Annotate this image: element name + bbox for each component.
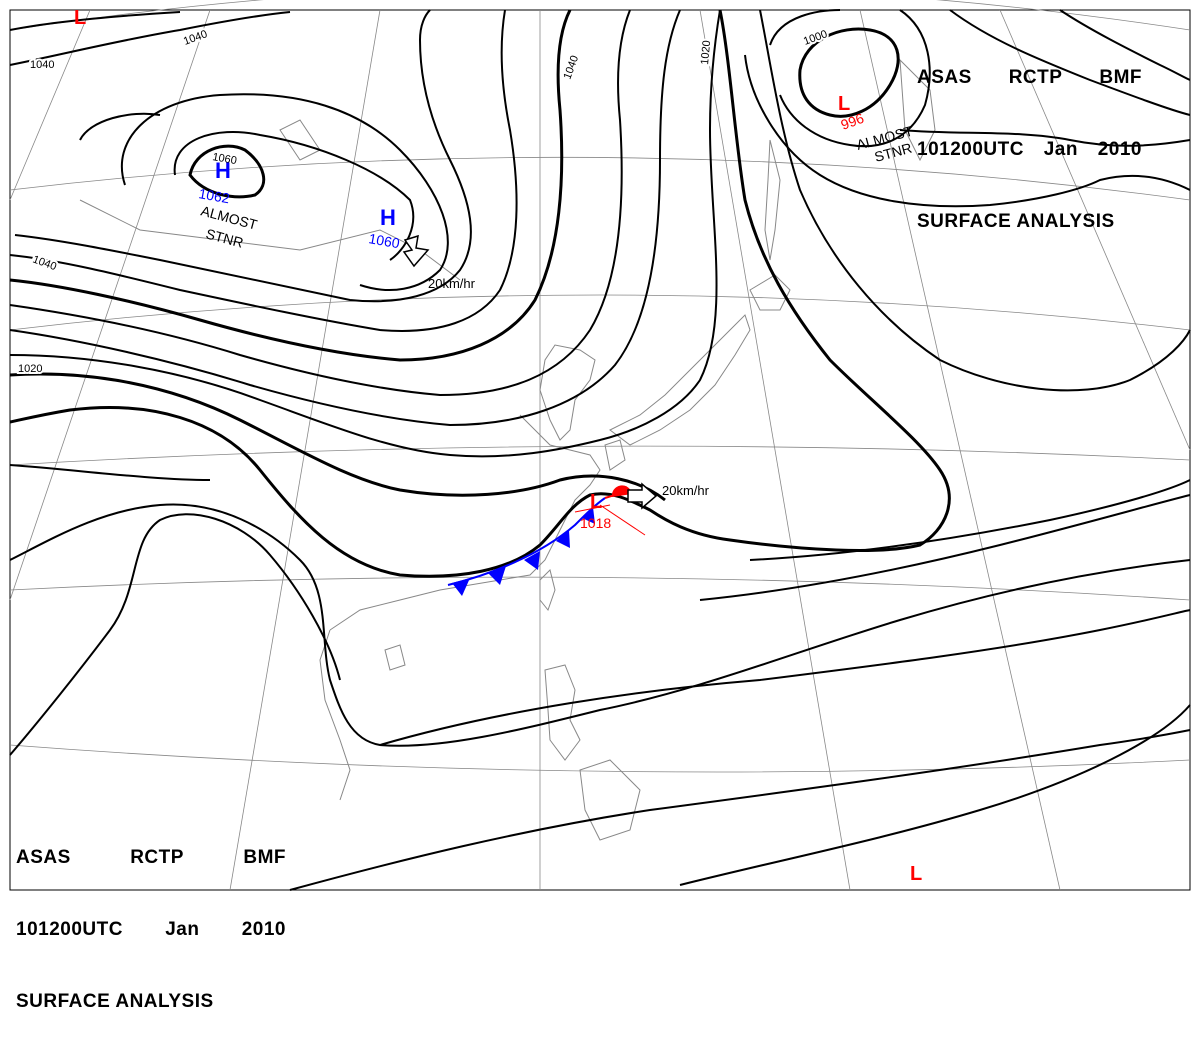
isobar-b3 [9, 9, 631, 397]
isobar-d1 [759, 9, 1191, 392]
header-bottom-left: ASAS RCTP BMF 101200UTC Jan 2010 SURFACE… [16, 798, 286, 1038]
header-word: SURFACE ANALYSIS [16, 991, 214, 1012]
warm-front-bump [611, 485, 632, 497]
isobar-1040-north [9, 11, 291, 66]
isobar-g1 [379, 609, 1191, 746]
isobar-b2 [9, 9, 572, 362]
isobar-e1 [9, 503, 1191, 747]
isobar-h1-south [289, 729, 1191, 891]
isobar-1060-inner [188, 144, 266, 199]
header-word: ASAS [917, 67, 972, 88]
motion-speed-label: 20km/hr [428, 276, 476, 291]
header-word: BMF [1099, 67, 1142, 88]
isobar-label: 1020 [18, 363, 42, 375]
isobar-label: 1020 [699, 40, 713, 65]
high-center-value: 1060 [367, 230, 401, 251]
china-coast [329, 414, 601, 631]
isobar-k1 [699, 494, 1191, 601]
kamchatka [899, 58, 936, 162]
isobar-d2 [9, 464, 211, 481]
japan-hokkaido [749, 274, 791, 311]
header-word: 2010 [241, 919, 286, 940]
isobar-l1-ring3 [744, 54, 1191, 208]
philippines-south [579, 759, 641, 841]
sakhalin [764, 139, 781, 261]
cold-front-barb [582, 507, 595, 524]
low-center-value: 1018 [580, 515, 611, 531]
hainan [384, 644, 406, 671]
isobar-l1-ring6 [899, 129, 1191, 147]
isobar-label: 1040 [30, 59, 54, 71]
isobar-1000 [798, 27, 900, 118]
pressure-systems: H 1062 H 1060 L 996 L 1018 L L [74, 7, 922, 885]
high-center-value: 1062 [197, 185, 231, 206]
japan-kyushu [604, 439, 626, 471]
surface-analysis-map: 1040 1040 1040 1040 1020 1020 1060 1000 … [9, 0, 1191, 891]
header-word: SURFACE ANALYSIS [917, 211, 1115, 232]
motion-arrows [402, 234, 658, 510]
almost-stnr-label: STNR [204, 225, 245, 250]
high-center-h: H [380, 205, 396, 230]
header-line-2: 101200UTC Jan 2010 [16, 918, 286, 942]
isobars [9, 9, 1191, 891]
isobar-label: 1040 [562, 54, 582, 81]
korea-coast [539, 344, 596, 441]
cold-front [447, 497, 606, 596]
cold-front-barb [524, 551, 540, 570]
isobar-ring-a [9, 11, 181, 31]
isobar-i1 [679, 704, 1191, 886]
isobar-l1-ring4 [949, 9, 1191, 116]
header-word: 101200UTC [917, 139, 1024, 160]
header-word: Jan [165, 919, 200, 940]
motion-speed-label: 20km/hr [662, 483, 710, 498]
low-center-l: L [590, 491, 602, 513]
japan-honshu [609, 314, 751, 446]
isobar-c1 [9, 9, 721, 458]
indochina-coast [319, 629, 351, 801]
isobar-ring-b [79, 112, 161, 141]
mongolia-border [79, 199, 461, 281]
luzon [544, 664, 581, 761]
isobar-1020-main [9, 9, 951, 578]
header-word: RCTP [1008, 67, 1063, 88]
header-word: ASAS [16, 847, 71, 868]
low-center-l: L [838, 93, 850, 115]
low-center-l: L [74, 7, 86, 29]
header-word: Jan [1043, 139, 1078, 160]
header-word: BMF [243, 847, 286, 868]
header-word: 2010 [1097, 139, 1142, 160]
cold-front-barb [488, 566, 506, 585]
isobar-1020 [9, 372, 666, 502]
isobar-label: 1040 [31, 254, 58, 274]
isobar-label: 1040 [182, 28, 209, 48]
motion-arrow-2 [627, 482, 658, 510]
isobar-b4 [9, 9, 681, 427]
isobar-1040-west [14, 9, 472, 303]
isobar-h1-ring3 [120, 93, 449, 291]
motion-arrow-1 [402, 234, 430, 268]
isobar-b1 [9, 9, 518, 332]
header-line-3: SURFACE ANALYSIS [917, 210, 1142, 234]
header-line-3: SURFACE ANALYSIS [16, 990, 286, 1014]
high-center-h: H [215, 158, 231, 183]
isobar-f1 [9, 513, 341, 756]
isobar-l1-ring2 [769, 9, 931, 148]
header-word: 101200UTC [16, 919, 123, 940]
header-top-right: ASAS RCTP BMF 101200UTC Jan 2010 SURFACE… [917, 18, 1142, 258]
cold-front-barb [452, 578, 470, 596]
coastlines [79, 58, 936, 841]
low-center-value: 996 [839, 110, 867, 133]
isobar-j1 [749, 479, 1191, 561]
header-line-1: ASAS RCTP BMF [917, 66, 1142, 90]
isobar-h1-ring2 [173, 131, 415, 261]
isobar-l1-ring5 [1059, 9, 1191, 81]
low-center-l: L [910, 863, 922, 885]
cold-front-barb [556, 530, 570, 548]
red-leader-lines [574, 504, 646, 536]
graticule [9, 0, 1191, 891]
header-word: RCTP [130, 847, 184, 868]
header-line-1: ASAS RCTP BMF [16, 846, 286, 870]
header-line-2: 101200UTC Jan 2010 [917, 138, 1142, 162]
taiwan [539, 569, 556, 612]
